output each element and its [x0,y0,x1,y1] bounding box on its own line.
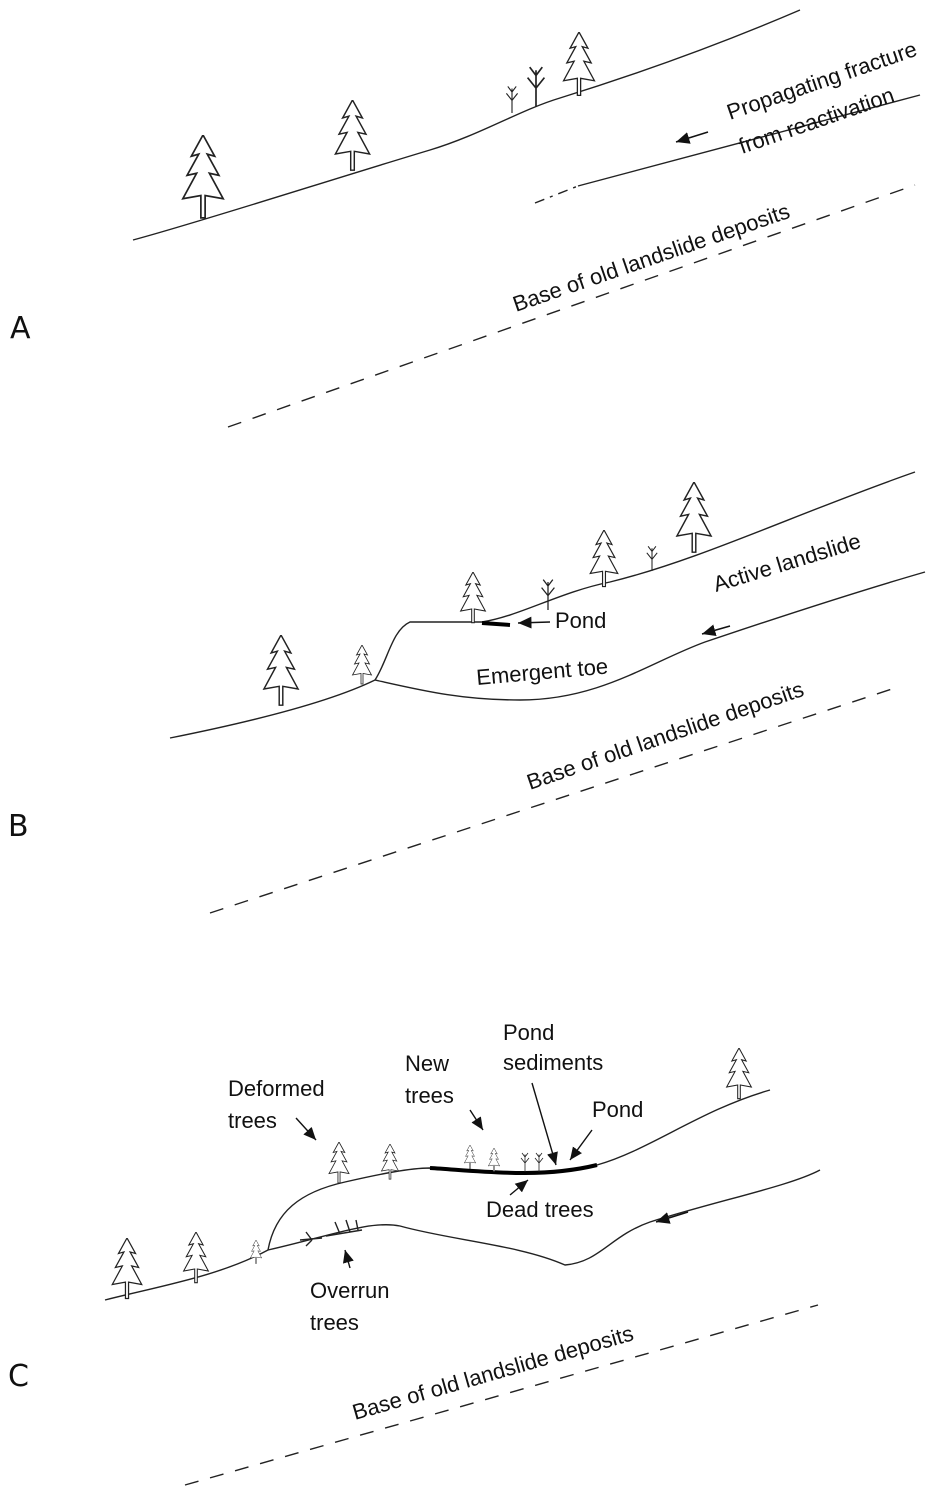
panel-c: C Deformed trees New trees Pond sediment… [8,1020,820,1485]
arrow [296,1118,316,1140]
overrun-trees [300,1220,362,1246]
panel-label: C [8,1359,29,1394]
tree [590,530,618,587]
label: sediments [503,1050,603,1075]
new-tree [488,1148,499,1171]
label: Overrun [310,1278,389,1303]
tree [112,1238,141,1298]
arrow [570,1130,592,1160]
tree [461,572,486,623]
dead-tree [647,546,657,571]
deformed-tree [329,1142,349,1183]
label: Pond [503,1020,554,1045]
label: Active landslide [710,528,864,597]
panel-a: A Propagating fracture from reactivation… [10,10,920,427]
tree [677,482,711,552]
dead-tree [506,86,517,113]
pond [430,1165,597,1173]
tree [183,135,223,218]
tree [727,1048,752,1099]
base-line [185,1305,818,1485]
base-line [210,688,895,913]
label: New [405,1051,449,1076]
base-line [228,185,915,427]
arrow [510,1180,528,1195]
label: Emergent toe [475,654,609,690]
label: Pond [555,608,606,633]
label: trees [405,1083,454,1108]
slide-base [375,572,925,700]
label: trees [228,1108,277,1133]
label: Pond [592,1097,643,1122]
tree [335,100,369,170]
tree [264,635,298,705]
label: Base of old landslide deposits [509,198,792,316]
label: Base of old landslide deposits [523,676,806,794]
overturned-tree [250,1240,261,1263]
diagram: A Propagating fracture from reactivation… [0,0,948,1494]
panel-b: B Active landslide Pond Emergent toe Bas… [8,472,925,913]
arrow [518,622,550,623]
label: Dead trees [486,1197,594,1222]
label: Deformed [228,1076,325,1101]
arrow [702,626,730,634]
tree [564,32,595,95]
arrow [656,1212,688,1222]
fracture-dashdot [535,186,578,203]
ground-surface [133,10,800,240]
dead-tree [542,580,555,610]
arrow [532,1083,556,1165]
panel-label: B [8,809,29,844]
dead-tree [521,1153,529,1172]
new-tree [464,1145,475,1168]
page: A Propagating fracture from reactivation… [0,0,948,1494]
panel-label: A [10,311,31,346]
arrow [676,132,708,142]
arrow [470,1110,483,1130]
dead-tree [535,1153,543,1172]
label: Base of old landslide deposits [349,1321,636,1425]
deformed-tree [353,645,372,684]
pond [482,623,510,625]
label: trees [310,1310,359,1335]
dead-tree [528,67,545,107]
arrow [345,1250,350,1268]
